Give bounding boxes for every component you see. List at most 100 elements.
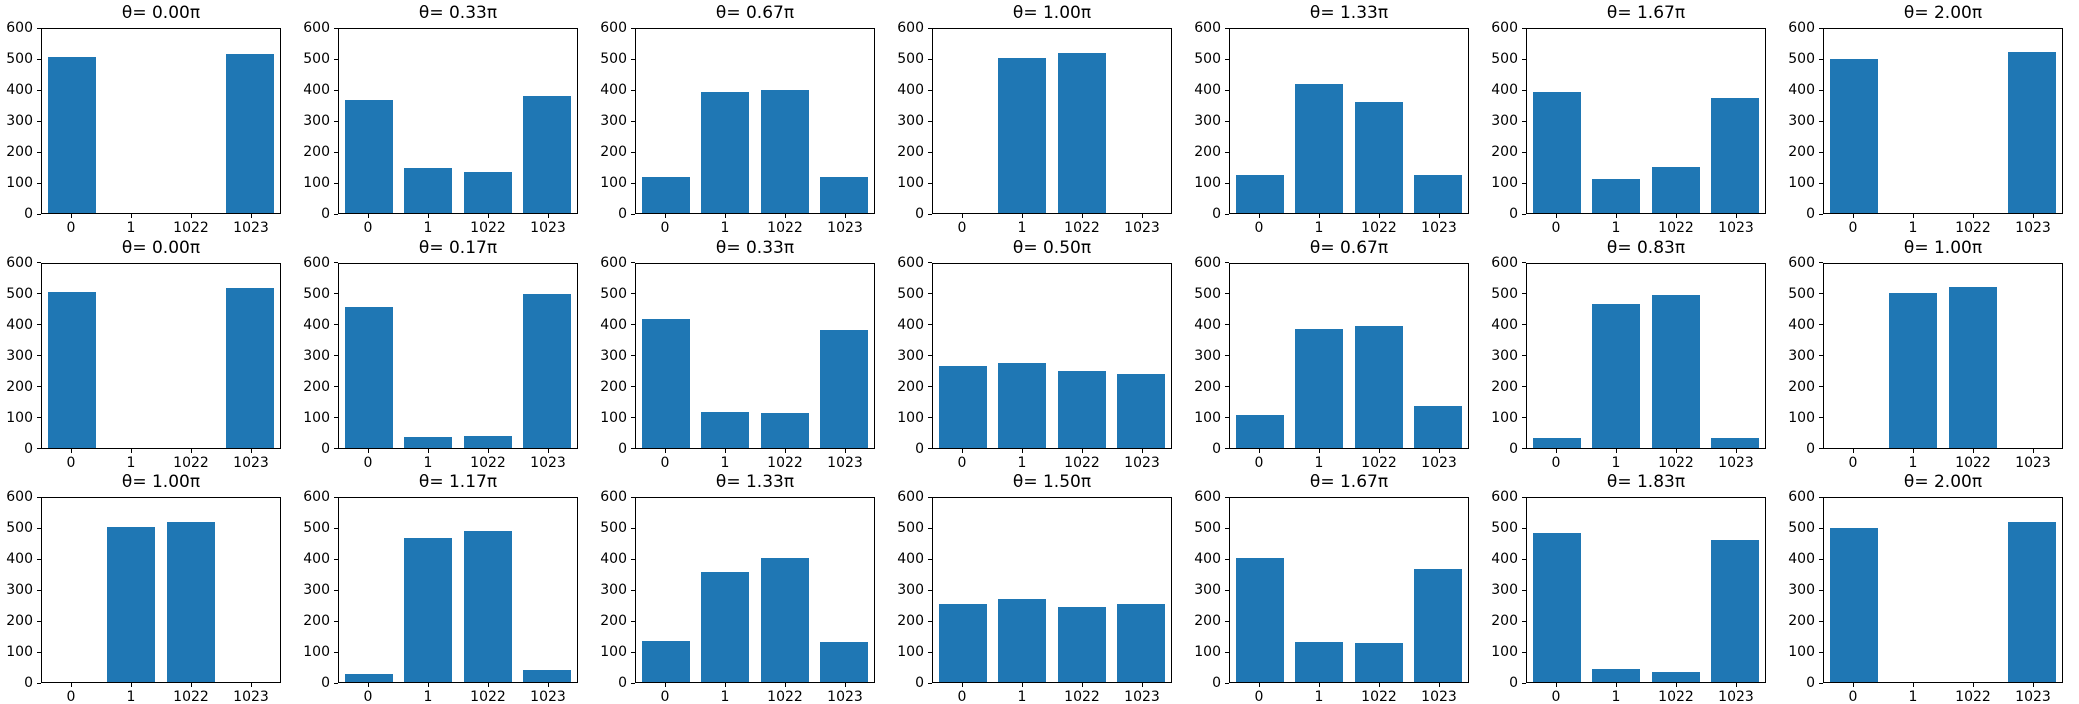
subplot-r2c7: θ= 1.00π 0 100 200 300 400 500 600 0 1 1022 1023 [1782,235,2079,471]
x-tick-label: 1023 [1421,220,1457,236]
bar-1023 [226,288,275,448]
y-tick-label: 100 [1491,409,1518,426]
bar-0 [344,307,393,448]
y-tick-mark [334,682,338,684]
y-tick-mark [37,527,41,529]
y-tick-mark [1522,151,1526,153]
y-tick-label: 300 [303,113,330,129]
x-tick-label: 1 [720,220,730,236]
subplot-r2c5: θ= 0.67π 0 100 200 300 400 500 600 0 1 1022 1023 [1188,235,1485,471]
y-tick-label: 0 [618,440,627,457]
bar-0 [641,177,690,213]
y-tick-mark [1819,558,1823,560]
y-tick-label: 500 [303,285,330,302]
y-tick-label: 500 [1788,520,1815,537]
y-tick-label: 0 [1212,675,1221,692]
plot-area [932,28,1172,214]
x-tick-label: 1 [1017,689,1027,704]
y-tick-mark [631,89,635,91]
x-tick-mark [487,683,489,688]
bar-0 [1235,174,1284,213]
bar-1022 [1354,643,1403,683]
y-tick-label: 100 [897,409,924,426]
y-tick-mark [928,262,932,264]
x-tick-label: 0 [363,220,373,236]
y-tick-mark [928,293,932,295]
x-tick-label: 1023 [530,220,566,236]
x-tick-mark [1972,214,1974,218]
bar-0 [47,291,96,448]
subplot-r3c6: θ= 1.83π 0 100 200 300 400 500 600 0 1 1022 1023 [1485,469,1782,704]
x-tick-label: 1022 [767,454,803,471]
y-tick-label: 300 [303,347,330,364]
y-tick-label: 100 [600,175,627,191]
y-tick-mark [1225,417,1229,419]
y-tick-label: 100 [1491,644,1518,661]
y-tick-mark [334,58,338,60]
x-tick-mark [427,448,429,453]
x-tick-label: 0 [660,689,670,704]
y-tick-mark [37,355,41,357]
y-tick-label: 200 [1788,613,1815,630]
x-tick-label: 0 [1551,220,1561,236]
y-tick-mark [334,120,338,122]
y-tick-mark [1522,386,1526,388]
x-tick-label: 1 [1611,220,1621,236]
x-tick-mark [367,683,369,688]
x-tick-label: 1 [1611,454,1621,471]
subplot-title: θ= 0.17π [418,237,498,258]
y-tick-mark [334,89,338,91]
bar-0 [1532,438,1581,448]
y-tick-mark [1225,386,1229,388]
y-tick-label: 500 [1194,51,1221,67]
subplot-title: θ= 1.00π [121,472,201,493]
x-tick-label: 0 [66,220,76,236]
bar-0 [344,99,393,213]
bar-0 [938,366,987,448]
x-tick-label: 1022 [1064,689,1100,704]
y-tick-label: 300 [897,113,924,129]
y-tick-label: 0 [1212,440,1221,457]
bar-1023 [820,176,869,213]
x-tick-mark [427,214,429,218]
x-tick-label: 1022 [1064,220,1100,236]
x-tick-label: 1023 [1421,454,1457,471]
bar-1023 [2008,521,2057,683]
y-tick-label: 200 [897,378,924,395]
y-tick-label: 100 [1194,409,1221,426]
y-tick-label: 0 [24,440,33,457]
x-tick-mark [664,214,666,218]
y-tick-mark [1522,27,1526,29]
x-tick-mark [547,448,549,453]
plot-area [41,28,281,214]
x-tick-mark [367,448,369,453]
y-tick-label: 300 [897,582,924,599]
y-tick-label: 400 [1194,316,1221,333]
y-tick-label: 500 [1491,285,1518,302]
x-tick-mark [1378,448,1380,453]
bar-1 [701,91,750,213]
y-tick-mark [334,417,338,419]
bar-0 [938,604,987,683]
x-tick-label: 1023 [827,689,863,704]
y-tick-label: 600 [600,20,627,36]
y-tick-label: 300 [1491,113,1518,129]
y-tick-label: 0 [24,675,33,692]
y-tick-label: 200 [1491,613,1518,630]
subplot-title: θ= 1.00π [1012,3,1092,23]
y-tick-mark [37,213,41,215]
y-tick-mark [334,527,338,529]
x-tick-label: 1 [126,454,136,471]
x-tick-mark [70,214,72,218]
y-tick-label: 100 [1491,175,1518,191]
bar-1 [1592,669,1641,683]
y-tick-mark [37,151,41,153]
x-tick-mark [1852,214,1854,218]
subplot-r2c1: θ= 0.00π 0 100 200 300 400 500 600 0 1 1022 1023 [0,235,297,471]
y-tick-label: 100 [6,175,33,191]
plot-area [41,262,281,449]
plot-area [932,262,1172,449]
subplot-title: θ= 1.17π [418,472,498,493]
x-tick-label: 1022 [173,454,209,471]
y-tick-mark [1819,89,1823,91]
